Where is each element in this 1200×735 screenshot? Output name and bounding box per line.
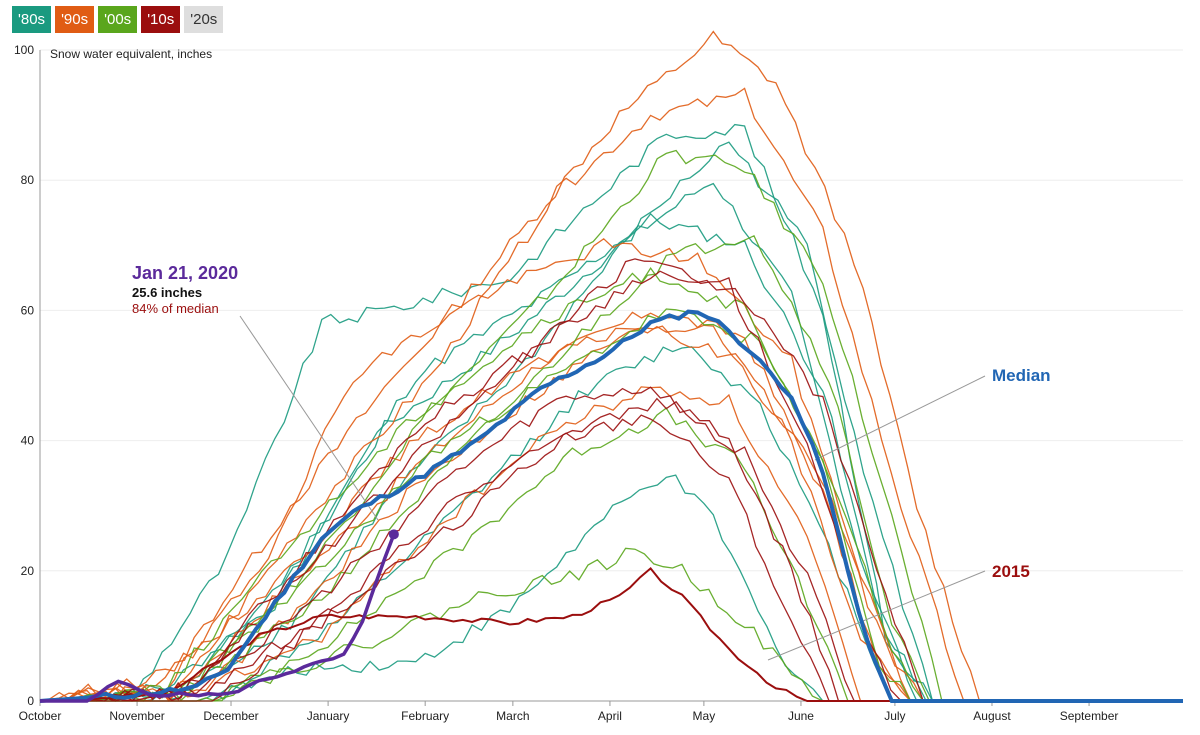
historical-series-line — [39, 270, 1183, 702]
callout-2020-pct: 84% of median — [132, 301, 219, 316]
leader-2020 — [239, 315, 379, 521]
series-2020-line — [40, 533, 396, 703]
y-tick-label: 0 — [27, 694, 34, 708]
x-tick-label: March — [496, 709, 529, 723]
historical-series-line — [39, 386, 1183, 702]
historical-series-line — [39, 149, 1183, 702]
x-tick-label: December — [203, 709, 258, 723]
historical-series-line — [39, 258, 1183, 702]
legend-80s[interactable]: '80s — [12, 6, 52, 33]
y-tick-label: 40 — [21, 434, 35, 448]
historical-series-line — [39, 212, 1183, 702]
decade-legend: '80s '90s '00s '10s '20s — [12, 6, 224, 33]
leader-2015 — [767, 570, 986, 661]
x-tick-label: July — [884, 709, 905, 723]
x-tick-label: April — [598, 709, 622, 723]
x-tick-label: January — [307, 709, 350, 723]
series-2020-endpoint — [388, 529, 399, 540]
x-tick-label: May — [693, 709, 716, 723]
legend-20s[interactable]: '20s — [184, 6, 224, 33]
median-leader-line — [814, 375, 986, 461]
x-tick-label: October — [19, 709, 62, 723]
y-tick-label: 80 — [21, 173, 35, 187]
legend-10s[interactable]: '10s — [141, 6, 181, 33]
y-tick-label: 60 — [21, 303, 35, 317]
median-label: Median — [992, 366, 1051, 385]
historical-series-line — [39, 182, 1183, 702]
legend-00s[interactable]: '00s — [98, 6, 138, 33]
x-axis: October November December January February Ma… — [19, 700, 1183, 723]
x-tick-label: November — [109, 709, 164, 723]
historical-series-line — [39, 141, 1183, 702]
x-tick-label: September — [1060, 709, 1119, 723]
callout-2020-value: 25.6 inches — [132, 285, 202, 300]
series-2015-line — [39, 566, 1183, 702]
legend-90s[interactable]: '90s — [55, 6, 95, 33]
series-median-line — [39, 309, 1183, 703]
y-tick-label: 100 — [14, 43, 34, 57]
x-tick-label: June — [788, 709, 814, 723]
x-tick-label: August — [973, 709, 1011, 723]
y-axis: 0 20 40 60 80 100 — [14, 43, 41, 708]
historical-series-line — [39, 123, 1183, 702]
y-tick-label: 20 — [21, 564, 35, 578]
historical-series-line — [39, 386, 1183, 702]
x-tick-label: February — [401, 709, 449, 723]
historical-series-line — [39, 397, 1183, 702]
label-2015: 2015 — [992, 562, 1030, 581]
callout-2020-date: Jan 21, 2020 — [132, 263, 238, 283]
y-axis-title: Snow water equivalent, inches — [50, 47, 212, 61]
annotation-leader-lines — [239, 315, 986, 661]
